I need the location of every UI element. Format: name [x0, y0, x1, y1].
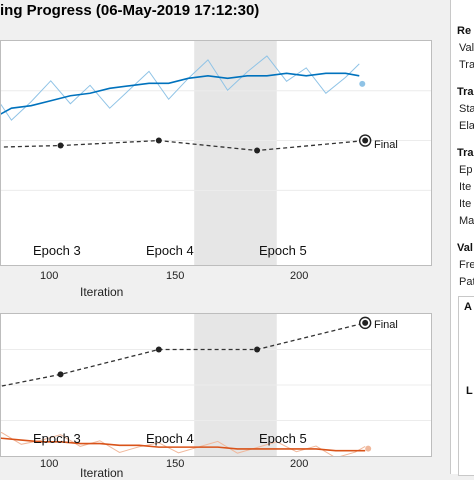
validation-heading: Val [457, 242, 473, 254]
training-time-heading: Tra [457, 86, 474, 98]
window-title: ing Progress (06-May-2019 17:12:30) [0, 2, 260, 19]
final-marker [362, 137, 369, 144]
smoothed-series-line [1, 437, 366, 452]
validation-point [57, 142, 64, 149]
loss-plot-svg [1, 314, 431, 456]
final-marker [362, 319, 369, 326]
raw-series-line [1, 432, 366, 456]
smoothed-series-line [1, 72, 360, 115]
x-axis-label: Iteration [80, 466, 124, 480]
results-heading: Re [457, 25, 472, 37]
x-tick-150: 150 [166, 458, 185, 470]
x-tick-200: 200 [290, 458, 309, 470]
start-row: Sta [459, 103, 474, 115]
epoch-label-3: Epoch 3 [33, 431, 81, 446]
epoch-label-4: Epoch 4 [146, 431, 194, 446]
validation-point [155, 346, 162, 353]
loss-plot: Epoch 3 Epoch 4 Epoch 5 Final [0, 313, 432, 457]
epoch-label-5: Epoch 5 [259, 431, 307, 446]
frequency-row: Fre [459, 259, 474, 271]
validation-point [57, 371, 64, 378]
accuracy-plot-svg [1, 41, 431, 265]
validation-point [254, 147, 261, 154]
legend-letter-l: L [466, 385, 473, 397]
patience-row: Pat [459, 276, 474, 288]
validation-line [1, 322, 366, 387]
validation-row: Val [459, 42, 474, 54]
final-label: Final [374, 319, 398, 331]
epoch-label-3: Epoch 3 [33, 243, 81, 258]
epoch-label-5: Epoch 5 [259, 243, 307, 258]
raw-series-line [1, 55, 360, 121]
x-tick-100: 100 [40, 270, 59, 282]
epoch-label-4: Epoch 4 [146, 243, 194, 258]
final-label: Final [374, 139, 398, 151]
training-cycle-heading: Tra [457, 147, 474, 159]
elapsed-row: Ela [459, 120, 474, 132]
x-tick-150: 150 [166, 270, 185, 282]
validation-point [155, 137, 162, 144]
validation-point [254, 346, 261, 353]
legend-letter-a: A [464, 301, 472, 313]
training-row: Tra [459, 59, 474, 71]
x-tick-200: 200 [290, 270, 309, 282]
iteration-row: Ite [459, 181, 472, 193]
accuracy-plot: Epoch 3 Epoch 4 Epoch 5 Final [0, 40, 432, 266]
last-point-marker [365, 445, 372, 452]
epoch-shade [194, 41, 277, 265]
epoch-row: Ep [459, 164, 473, 176]
iterations-per-epoch-row: Ite [459, 198, 472, 210]
legend-panel: A L [458, 296, 474, 476]
validation-line [1, 139, 366, 152]
last-point-marker [359, 80, 366, 87]
x-axis-label: Iteration [80, 285, 124, 299]
max-iterations-row: Ma [459, 215, 474, 227]
x-tick-100: 100 [40, 458, 59, 470]
